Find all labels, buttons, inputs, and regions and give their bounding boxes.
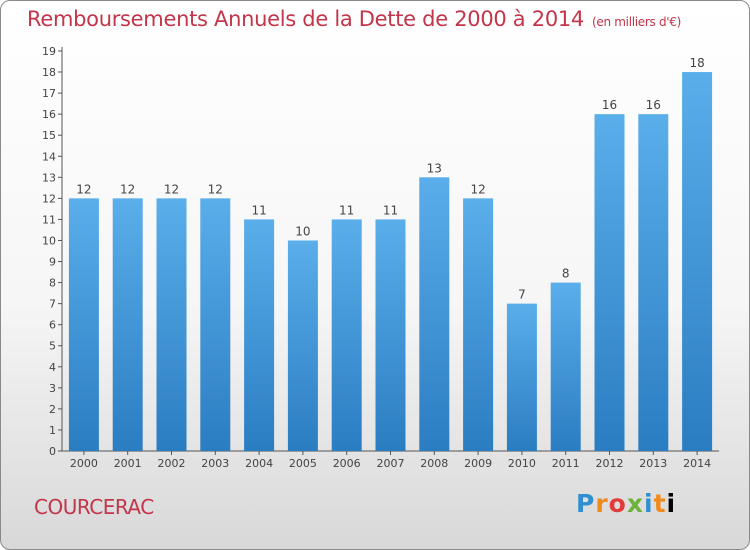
bar-value-label: 12: [120, 182, 135, 196]
bar: [506, 303, 537, 451]
bar-value-label: 12: [208, 182, 223, 196]
chart-title: Remboursements Annuels de la Dette de 20…: [27, 7, 681, 31]
x-tick-label: 2005: [289, 457, 317, 470]
y-tick-label: 16: [42, 108, 56, 121]
bar-value-label: 11: [251, 203, 266, 217]
bar: [419, 177, 450, 451]
bar-value-label: 16: [646, 98, 661, 112]
y-tick-label: 15: [42, 129, 56, 142]
logo-letter: t: [653, 489, 667, 518]
bar: [550, 282, 581, 451]
bar: [638, 114, 669, 451]
bar: [594, 114, 625, 451]
bar-value-label: 11: [339, 203, 354, 217]
x-tick-label: 2004: [245, 457, 273, 470]
bar-value-label: 13: [427, 161, 442, 175]
x-tick-label: 2012: [596, 457, 624, 470]
bar: [682, 72, 713, 451]
x-tick-label: 2013: [639, 457, 667, 470]
y-tick-label: 14: [42, 150, 56, 163]
y-tick-label: 8: [49, 277, 56, 290]
x-tick-label: 2008: [420, 457, 448, 470]
bar-value-label: 12: [76, 182, 91, 196]
logo-letter: x: [626, 489, 644, 518]
y-tick-label: 12: [42, 192, 56, 205]
logo-letter: i: [666, 489, 677, 518]
bar: [331, 219, 362, 451]
x-tick-label: 2007: [377, 457, 405, 470]
commune-name: COURCERAC: [34, 495, 154, 519]
bar: [375, 219, 406, 451]
chart-title-text: Remboursements Annuels de la Dette de 20…: [27, 7, 584, 31]
y-tick-label: 1: [49, 424, 56, 437]
y-tick-label: 4: [49, 361, 56, 374]
y-tick-label: 2: [49, 403, 56, 416]
y-tick-label: 6: [49, 319, 56, 332]
bar-value-label: 7: [518, 288, 526, 302]
y-tick-label: 11: [42, 213, 56, 226]
x-tick-label: 2014: [683, 457, 711, 470]
logo-letter: o: [608, 489, 627, 518]
x-tick-label: 2003: [201, 457, 229, 470]
bar: [200, 198, 231, 451]
y-tick-label: 18: [42, 66, 56, 79]
y-tick-label: 7: [49, 298, 56, 311]
bar-value-label: 16: [602, 98, 617, 112]
logo-letter: P: [576, 489, 596, 518]
x-tick-label: 2001: [114, 457, 142, 470]
y-tick-label: 13: [42, 171, 56, 184]
x-tick-label: 2006: [333, 457, 361, 470]
x-tick-label: 2009: [464, 457, 492, 470]
proxiti-logo[interactable]: Proxiti: [576, 489, 676, 518]
bar: [112, 198, 143, 451]
x-tick-label: 2000: [70, 457, 98, 470]
logo-letter: r: [595, 489, 609, 518]
y-tick-label: 9: [49, 256, 56, 269]
bar-value-label: 12: [164, 182, 179, 196]
bar-value-label: 18: [689, 56, 704, 70]
bar: [156, 198, 187, 451]
y-tick-label: 17: [42, 87, 56, 100]
bar-value-label: 12: [470, 182, 485, 196]
y-tick-label: 5: [49, 340, 56, 353]
bar: [244, 219, 275, 451]
bar: [463, 198, 494, 451]
x-tick-label: 2011: [552, 457, 580, 470]
y-tick-label: 0: [49, 445, 56, 458]
chart-bars: 12 12 12 12 11 10 11 11 13 12 7 8 16 16 18: [68, 56, 713, 451]
x-tick-label: 2010: [508, 457, 536, 470]
logo-letter: i: [644, 489, 654, 518]
bar: [68, 198, 99, 451]
chart-unit: (en milliers d'€): [592, 15, 682, 29]
y-tick-label: 3: [49, 382, 56, 395]
y-tick-label: 19: [42, 45, 56, 58]
bar: [287, 240, 318, 451]
bar-value-label: 11: [383, 203, 398, 217]
bar-value-label: 8: [562, 267, 570, 281]
y-tick-label: 10: [42, 234, 56, 247]
x-tick-label: 2002: [158, 457, 186, 470]
bar-value-label: 10: [295, 224, 310, 238]
